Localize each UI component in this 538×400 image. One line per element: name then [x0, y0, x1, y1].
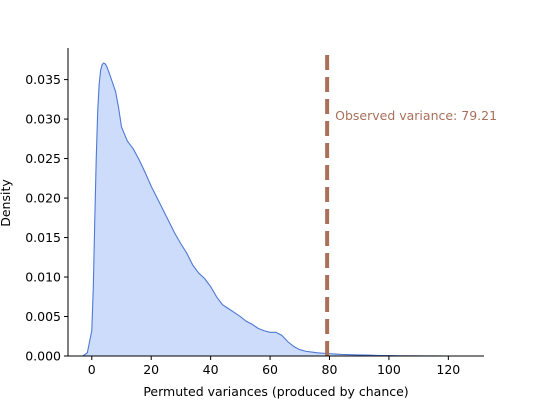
y-tick-label: 0.035 — [25, 72, 61, 87]
x-tick-label: 60 — [262, 362, 278, 377]
density-curve-line — [82, 62, 467, 357]
x-tick-label: 40 — [203, 362, 219, 377]
y-axis-ticks: 0.000 0.005 0.010 0.015 0.020 0.025 0.030 0.035 — [25, 72, 68, 364]
x-tick-label: 100 — [377, 362, 401, 377]
y-tick-label: 0.030 — [25, 112, 61, 127]
y-tick-label: 0.005 — [25, 309, 61, 324]
x-tick-label: 20 — [143, 362, 159, 377]
y-tick-label: 0.020 — [25, 191, 61, 206]
x-tick-label: 120 — [436, 362, 460, 377]
y-tick-label: 0.015 — [25, 230, 61, 245]
density-area-fill — [82, 63, 467, 356]
plot-area: Observed variance: 79.21 — [82, 52, 497, 357]
x-axis-ticks: 0 20 40 60 80 100 120 — [88, 356, 460, 377]
x-tick-label: 80 — [322, 362, 338, 377]
y-tick-label: 0.010 — [25, 270, 61, 285]
x-axis-title: Permuted variances (produced by chance) — [143, 384, 408, 399]
y-tick-label: 0.025 — [25, 151, 61, 166]
y-tick-label: 0.000 — [25, 349, 61, 364]
x-tick-label: 0 — [88, 362, 96, 377]
y-axis-title: Density — [0, 179, 13, 227]
observed-variance-label: Observed variance: 79.21 — [335, 108, 497, 123]
axes: 0 20 40 60 80 100 120 0.000 0.005 0.010 0.015 0.02… — [0, 48, 484, 399]
